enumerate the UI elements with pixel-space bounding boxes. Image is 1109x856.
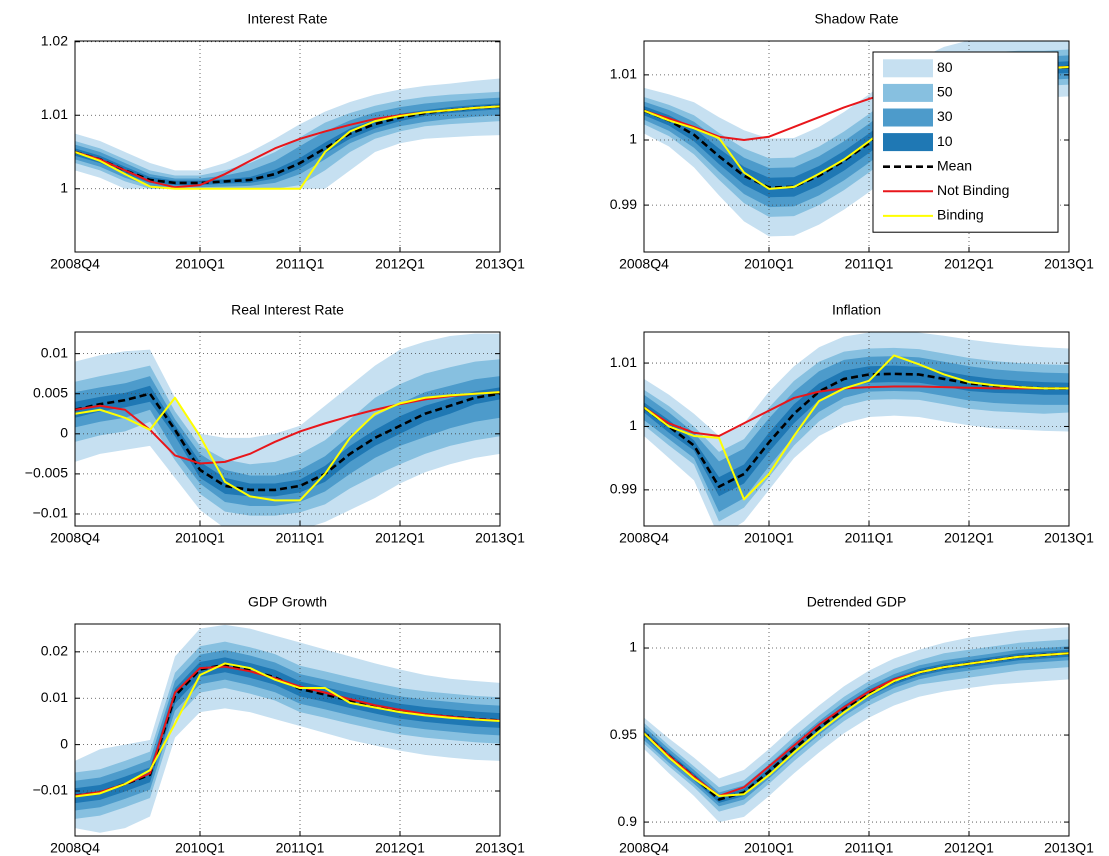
legend-label: 50 — [937, 84, 953, 100]
series-line — [644, 652, 1069, 797]
legend-label: 10 — [937, 133, 953, 149]
x-tick-label: 2013Q1 — [475, 256, 525, 272]
legend-label: 30 — [937, 108, 953, 124]
y-tick-label: 1.01 — [610, 354, 637, 370]
x-tick-label: 2012Q1 — [375, 840, 425, 856]
x-tick-label: 2011Q1 — [845, 530, 894, 546]
y-tick-label: 1.01 — [610, 66, 637, 82]
y-tick-label: 0 — [60, 735, 68, 751]
band — [644, 646, 1069, 807]
y-tick-label: 0.005 — [33, 384, 68, 400]
band — [75, 103, 500, 186]
y-tick-label: 0.02 — [41, 643, 68, 659]
series-line — [644, 385, 1069, 437]
x-tick-label: 2011Q1 — [845, 256, 894, 272]
x-tick-label: 2012Q1 — [944, 256, 994, 272]
series-line — [75, 391, 500, 502]
axes-box — [643, 331, 1070, 527]
y-tick-label: 1 — [629, 131, 637, 147]
y-tick-label: 1 — [629, 417, 637, 433]
x-tick-label: 2010Q1 — [175, 840, 225, 856]
y-tick-label: 1 — [629, 639, 637, 655]
y-tick-label: 0.99 — [610, 196, 637, 212]
chart-title: Shadow Rate — [814, 11, 898, 27]
axes-box — [74, 331, 501, 527]
legend-swatch — [883, 59, 933, 78]
chart-title: GDP Growth — [248, 594, 327, 610]
x-tick-label: 2013Q1 — [1044, 530, 1094, 546]
x-tick-label: 2008Q4 — [619, 840, 669, 856]
chart-title: Interest Rate — [247, 11, 327, 27]
series-line — [75, 665, 500, 797]
plot-content — [75, 333, 500, 526]
x-tick-label: 2013Q1 — [475, 840, 525, 856]
lines — [75, 391, 500, 502]
legend-label: 80 — [937, 59, 953, 75]
y-tick-label: 0.01 — [41, 344, 68, 360]
x-tick-label: 2012Q1 — [375, 530, 425, 546]
y-tick-label: 0.95 — [610, 726, 637, 742]
y-tick-label: 1.02 — [41, 32, 68, 48]
x-tick-label: 2010Q1 — [744, 840, 794, 856]
axes-box — [643, 40, 1070, 253]
legend-swatch — [883, 83, 933, 102]
x-tick-label: 2011Q1 — [276, 256, 325, 272]
x-tick-label: 2008Q4 — [50, 840, 100, 856]
axes-box — [74, 40, 501, 253]
series-line — [644, 354, 1069, 501]
x-tick-label: 2013Q1 — [1044, 256, 1094, 272]
axes-box — [74, 623, 501, 837]
series-line — [75, 105, 500, 190]
y-tick-label: 0 — [60, 425, 68, 441]
x-tick-label: 2011Q1 — [276, 530, 325, 546]
x-tick-label: 2010Q1 — [175, 530, 225, 546]
y-tick-label: 0.9 — [618, 813, 638, 829]
x-tick-label: 2011Q1 — [845, 840, 894, 856]
y-tick-label: −0.01 — [33, 505, 69, 521]
x-tick-label: 2012Q1 — [944, 530, 994, 546]
x-tick-label: 2013Q1 — [1044, 840, 1094, 856]
lines — [75, 105, 500, 190]
chart-title: Detrended GDP — [807, 594, 907, 610]
x-tick-label: 2008Q4 — [619, 530, 669, 546]
band — [75, 376, 500, 506]
series-line — [75, 392, 500, 492]
x-tick-label: 2008Q4 — [50, 530, 100, 546]
band — [75, 657, 500, 804]
x-tick-label: 2008Q4 — [50, 256, 100, 272]
x-tick-label: 2008Q4 — [619, 256, 669, 272]
y-tick-label: 1.01 — [41, 106, 68, 122]
lines — [75, 662, 500, 798]
band — [75, 359, 500, 516]
lines — [644, 354, 1069, 501]
x-tick-label: 2013Q1 — [475, 530, 525, 546]
x-tick-label: 2010Q1 — [744, 530, 794, 546]
legend: 80 50 30 10 Mean Not Binding Binding — [872, 51, 1059, 233]
series-line — [75, 662, 500, 798]
lines — [644, 651, 1069, 801]
y-tick-label: −0.005 — [25, 465, 68, 481]
y-tick-label: 0.01 — [41, 689, 68, 705]
y-tick-label: −0.01 — [33, 782, 69, 798]
legend-swatch — [883, 108, 933, 127]
y-tick-label: 1 — [60, 179, 68, 195]
x-tick-label: 2010Q1 — [744, 256, 794, 272]
series-line — [75, 391, 500, 465]
chart-title: Real Interest Rate — [231, 302, 344, 318]
y-tick-label: 0.99 — [610, 481, 637, 497]
axes-box — [643, 623, 1070, 837]
legend-swatch — [883, 133, 933, 152]
legend-label: Binding — [937, 207, 984, 223]
x-tick-label: 2010Q1 — [175, 256, 225, 272]
x-tick-label: 2012Q1 — [944, 840, 994, 856]
legend-label: Mean — [937, 157, 972, 173]
band — [75, 385, 500, 497]
band — [644, 365, 1069, 497]
x-tick-label: 2011Q1 — [276, 840, 325, 856]
band — [75, 333, 500, 526]
chart-title: Inflation — [832, 302, 881, 318]
x-tick-label: 2012Q1 — [375, 256, 425, 272]
legend-label: Not Binding — [937, 182, 1009, 198]
